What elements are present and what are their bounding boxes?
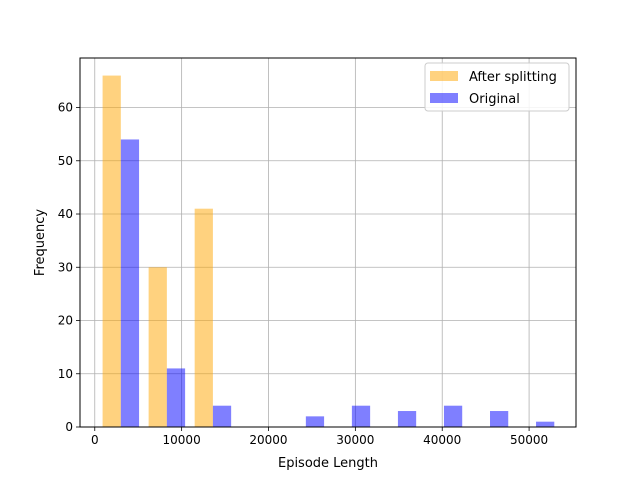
y-tick-label: 30	[58, 260, 73, 274]
bar-series-2	[351, 405, 371, 427]
bar-series-2	[397, 411, 417, 427]
bar-series-2	[120, 139, 140, 427]
x-tick-label: 50000	[510, 433, 548, 447]
legend-label: After splitting	[469, 70, 557, 85]
y-tick-label: 60	[58, 101, 73, 115]
y-tick-label: 50	[58, 154, 73, 168]
bar-series-2	[212, 405, 232, 427]
x-tick-label: 40000	[423, 433, 461, 447]
bar-series-1	[194, 208, 213, 427]
legend-swatch	[430, 71, 458, 81]
y-tick-label: 10	[58, 367, 73, 381]
x-ticks: 0 10000 20000 30000 40000 50000	[91, 427, 548, 447]
y-tick-label: 20	[58, 314, 73, 328]
legend: After splitting Original	[424, 62, 570, 112]
legend-frame	[424, 62, 570, 112]
x-axis-label: Episode Length	[278, 456, 378, 471]
legend-label: Original	[469, 92, 520, 107]
x-tick-label: 20000	[249, 433, 287, 447]
bar-series-2	[536, 421, 555, 427]
y-axis-label: Frequency	[33, 209, 48, 276]
x-tick-label: 10000	[163, 433, 201, 447]
bar-series-2	[443, 405, 463, 427]
legend-swatch	[430, 93, 458, 103]
bars	[102, 75, 555, 428]
bar-series-2	[305, 416, 325, 427]
bar-series-1	[148, 267, 167, 427]
bar-series-1	[102, 75, 121, 428]
y-ticks: 0 10 20 30 40 50 60	[58, 101, 80, 434]
bar-series-2	[166, 368, 186, 427]
y-tick-label: 40	[58, 207, 73, 221]
bar-series-2	[490, 411, 509, 427]
x-tick-label: 30000	[336, 433, 374, 447]
x-tick-label: 0	[91, 433, 99, 447]
y-tick-label: 0	[65, 420, 73, 434]
plot-frame	[79, 57, 577, 428]
